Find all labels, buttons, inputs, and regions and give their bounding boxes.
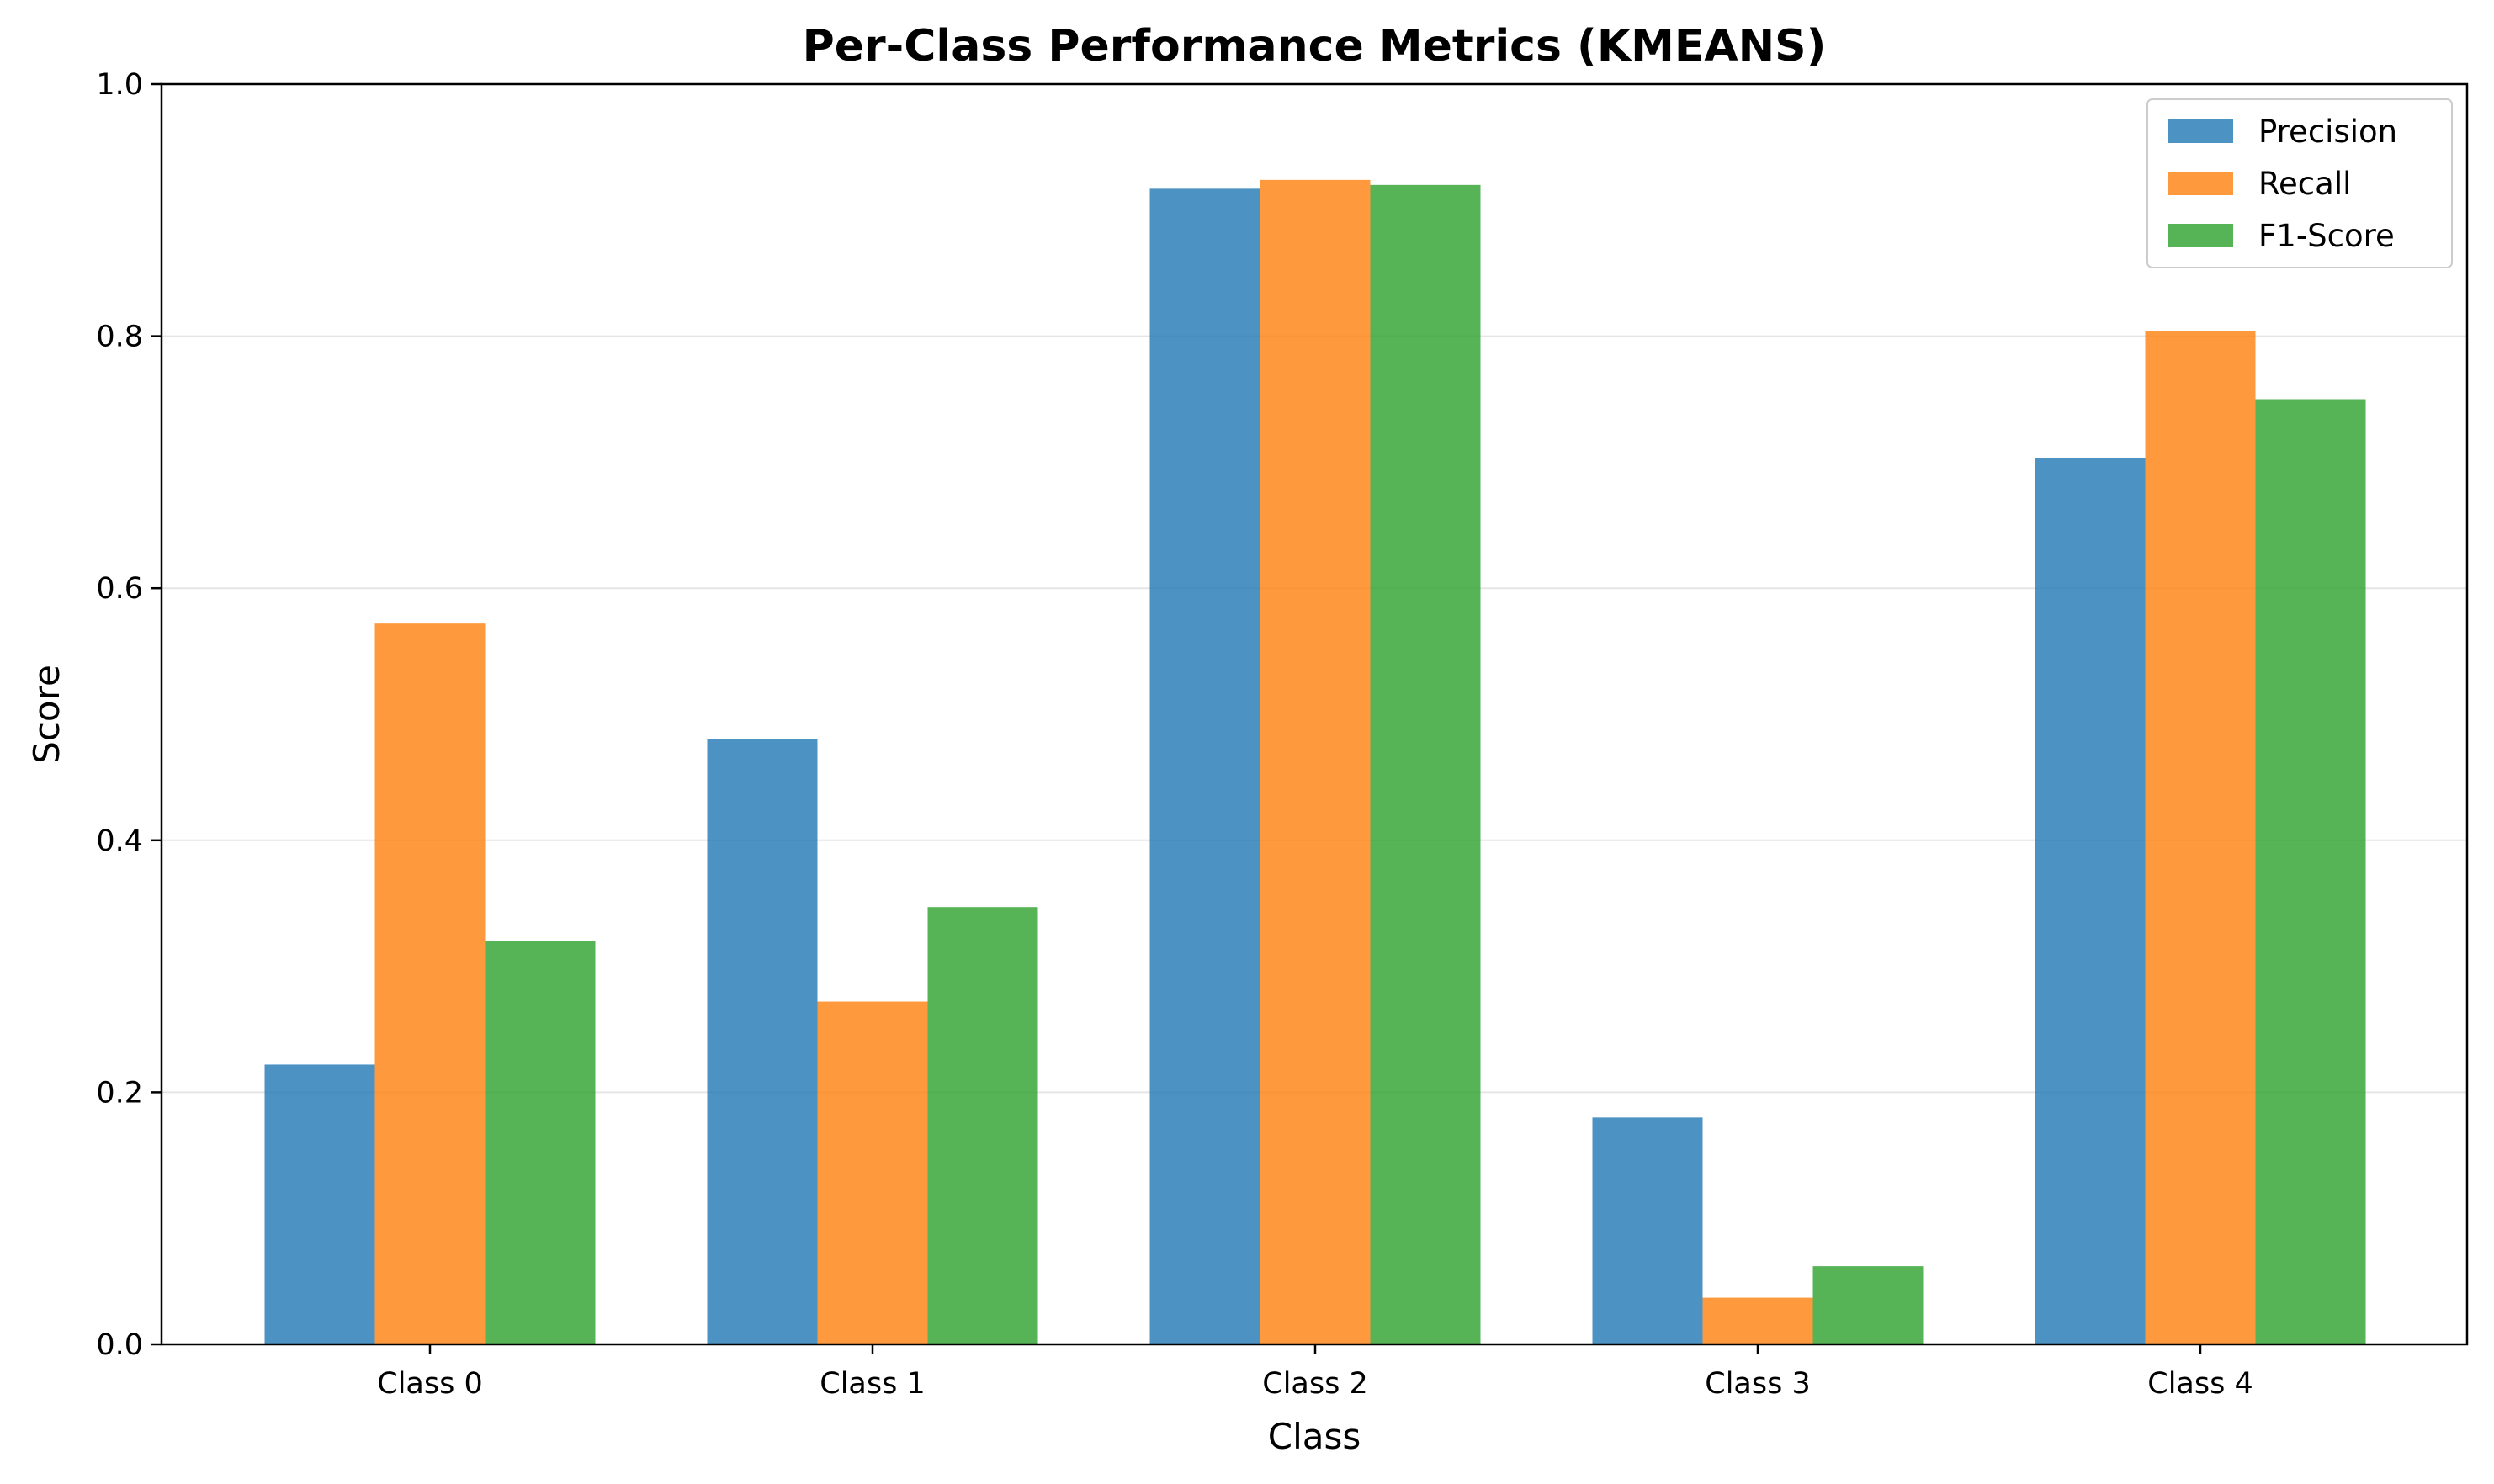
legend: Precision Recall F1-Score [2146,98,2453,268]
bar-f1-score-3 [1812,1266,1924,1344]
x-tick-label: Class 0 [377,1367,482,1401]
bar-f1-score-4 [2255,399,2366,1344]
bar-precision-0 [264,1064,375,1344]
bar-recall-0 [374,623,486,1344]
y-axis-ticks: 0.0 0.2 0.4 0.6 0.8 1.0 [96,68,162,1362]
chart-title: Per-Class Performance Metrics (KMEANS) [803,21,1827,72]
y-tick-label: 0.0 [96,1328,143,1362]
x-axis-ticks: Class 0 Class 1 Class 2 Class 3 Class 4 [377,1344,2253,1401]
bar-f1-score-1 [927,907,1038,1344]
bar-recall-4 [2145,331,2256,1344]
bar-recall-2 [1260,179,1371,1344]
x-tick-label: Class 4 [2147,1367,2253,1401]
legend-swatch [2168,172,2233,195]
bar-f1-score-0 [485,941,596,1344]
bar-precision-4 [2035,458,2146,1344]
y-tick-label: 0.4 [96,824,143,858]
legend-label: Precision [2258,114,2397,150]
y-axis-label: Score [26,665,67,764]
legend-swatch [2168,224,2233,247]
legend-label: F1-Score [2258,218,2395,254]
bar-precision-1 [707,739,818,1344]
y-tick-label: 1.0 [96,68,143,102]
bars [264,179,2366,1345]
x-axis-label: Class [1268,1416,1361,1457]
bar-recall-1 [817,1001,928,1344]
y-tick-label: 0.2 [96,1076,143,1110]
y-tick-label: 0.6 [96,572,143,606]
x-tick-label: Class 2 [1262,1367,1367,1401]
x-tick-label: Class 3 [1705,1367,1810,1401]
bar-precision-2 [1149,188,1260,1345]
legend-label: Recall [2258,166,2351,202]
bar-f1-score-2 [1370,184,1481,1345]
bar-recall-3 [1702,1297,1813,1344]
legend-swatch [2168,119,2233,143]
x-tick-label: Class 1 [820,1367,925,1401]
bar-precision-3 [1592,1117,1703,1344]
y-tick-label: 0.8 [96,321,143,354]
